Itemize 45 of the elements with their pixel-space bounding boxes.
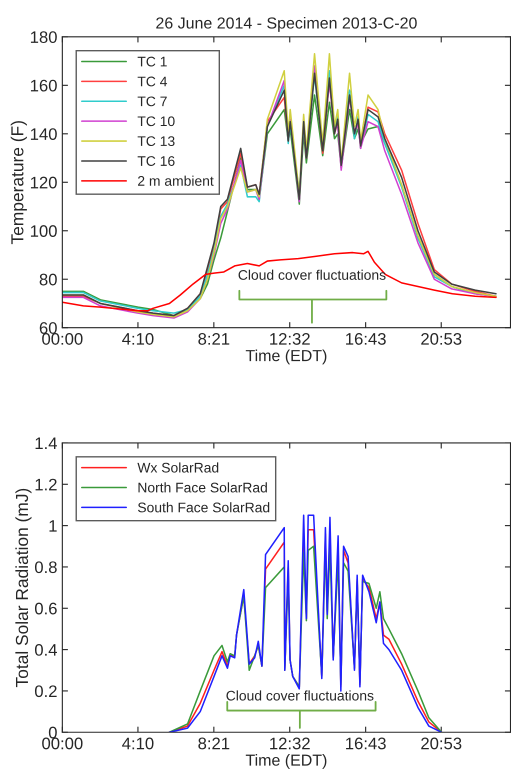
legend-label: TC 4 bbox=[138, 76, 168, 86]
y-tick-label: 120 bbox=[30, 176, 57, 188]
y-tick-label: 0.6 bbox=[34, 602, 57, 614]
chart-title: 26 June 2014 - Specimen 2013-C-20 bbox=[156, 16, 417, 32]
y-tick-label: 80 bbox=[40, 274, 57, 286]
y-tick-label: 0.2 bbox=[34, 685, 57, 698]
x-tick-label: 4:10 bbox=[122, 738, 154, 750]
y-axis-title: Temperature (F) bbox=[10, 121, 27, 244]
x-tick-label: 00:00 bbox=[42, 333, 83, 345]
y-tick-label: 1.4 bbox=[36, 438, 57, 449]
x-tick-label: 20:53 bbox=[421, 738, 462, 750]
legend-label: South Face SolarRad bbox=[138, 502, 270, 512]
y-tick-label: 1.2 bbox=[36, 478, 57, 490]
legend-label: TC 7 bbox=[138, 96, 167, 106]
y-axis-title: Total Solar Radiation (mJ) bbox=[15, 488, 32, 688]
legend-label: 2 m ambient bbox=[138, 176, 214, 186]
legend-label: Wx SolarRad bbox=[137, 462, 218, 473]
legend-label: TC 16 bbox=[138, 156, 175, 166]
x-tick-label: 16:43 bbox=[346, 333, 386, 345]
x-tick-label: 12:32 bbox=[270, 738, 310, 750]
x-axis-title: Time (EDT) bbox=[246, 754, 326, 769]
legend-label: North Face SolarRad bbox=[138, 482, 267, 492]
x-tick-label: 8:21 bbox=[198, 738, 230, 750]
y-tick-label: 60 bbox=[40, 322, 57, 334]
y-tick-label: 0.4 bbox=[34, 644, 57, 656]
line-series bbox=[62, 250, 497, 312]
annotation: Cloud cover fluctuations bbox=[226, 690, 374, 701]
x-tick-label: 12:32 bbox=[270, 333, 310, 345]
x-tick-label: 20:53 bbox=[421, 333, 462, 345]
annotation: Cloud cover fluctuations bbox=[238, 270, 386, 280]
y-tick-label: 0 bbox=[48, 726, 57, 738]
x-axis-title: Time (EDT) bbox=[246, 350, 326, 364]
x-tick-label: 16:43 bbox=[346, 738, 386, 750]
y-tick-label: 0.8 bbox=[34, 561, 57, 574]
y-tick-label: 100 bbox=[30, 225, 57, 237]
legend-label: TC 13 bbox=[138, 136, 175, 146]
legend-label: TC 1 bbox=[138, 56, 167, 66]
x-tick-label: 8:21 bbox=[198, 333, 230, 345]
legend-label: TC 10 bbox=[138, 116, 175, 126]
y-tick-label: 140 bbox=[30, 128, 57, 140]
x-tick-label: 00:00 bbox=[42, 738, 83, 750]
x-tick-label: 4:10 bbox=[122, 333, 154, 345]
y-tick-label: 160 bbox=[30, 80, 57, 92]
y-tick-label: 180 bbox=[30, 31, 57, 44]
y-tick-label: 1 bbox=[49, 520, 57, 532]
